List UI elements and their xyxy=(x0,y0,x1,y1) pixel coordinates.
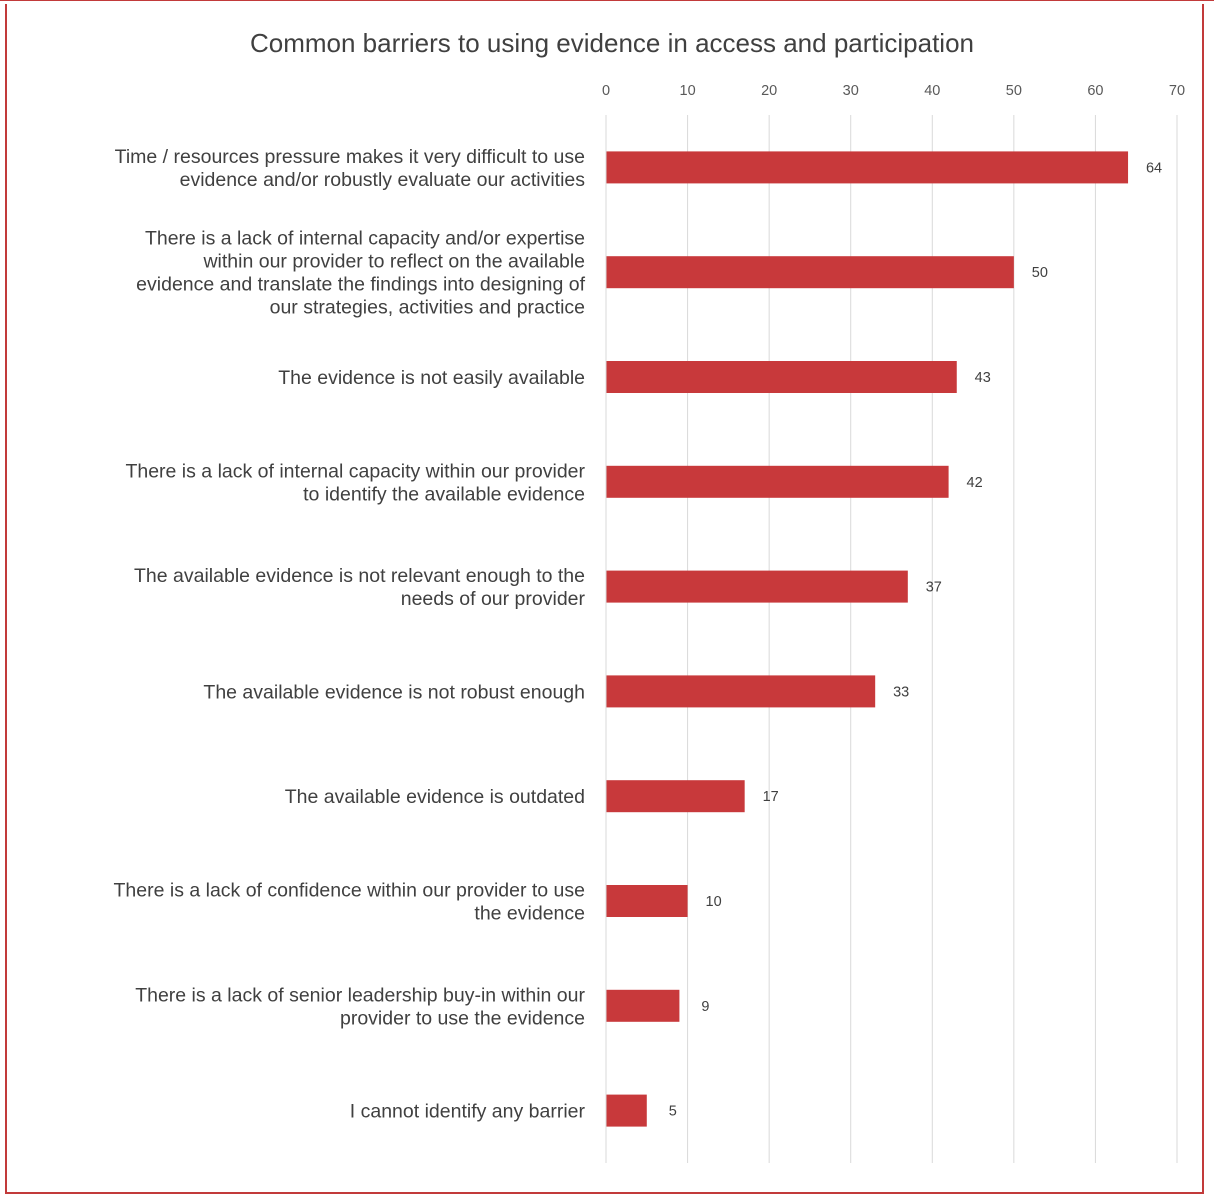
bar xyxy=(606,1094,647,1127)
data-label: 17 xyxy=(763,789,779,805)
data-label: 37 xyxy=(926,580,942,596)
x-tick-label: 60 xyxy=(1087,83,1103,99)
category-label: There is a lack of confidence within our… xyxy=(114,880,586,925)
bar xyxy=(606,885,688,917)
category-label: There is a lack of internal capacity wit… xyxy=(125,460,585,505)
x-tick-label: 70 xyxy=(1169,83,1185,99)
category-label: Time / resources pressure makes it very … xyxy=(115,146,586,191)
category-label: The available evidence is outdated xyxy=(285,786,585,808)
data-label: 33 xyxy=(893,684,909,700)
x-tick-label: 50 xyxy=(1006,83,1022,99)
data-label: 5 xyxy=(669,1104,677,1120)
bar xyxy=(606,780,745,813)
category-label: There is a lack of senior leadership buy… xyxy=(135,984,585,1029)
bar xyxy=(606,989,680,1022)
data-label: 42 xyxy=(967,475,983,491)
data-label: 10 xyxy=(706,894,722,910)
data-label: 50 xyxy=(1032,265,1048,281)
x-tick-label: 20 xyxy=(761,83,777,99)
x-tick-label: 0 xyxy=(602,83,610,99)
bar xyxy=(606,465,949,498)
x-tick-label: 40 xyxy=(924,83,940,99)
data-label: 43 xyxy=(975,370,991,386)
bar xyxy=(606,675,876,708)
bar xyxy=(606,361,957,393)
bar xyxy=(606,151,1129,184)
category-label: The available evidence is not relevant e… xyxy=(134,565,585,610)
category-label: I cannot identify any barrier xyxy=(350,1101,586,1123)
category-label: The available evidence is not robust eno… xyxy=(203,681,585,703)
chart-title: Common barriers to using evidence in acc… xyxy=(249,28,975,58)
x-tick-label: 10 xyxy=(680,83,696,99)
data-label: 64 xyxy=(1146,160,1162,176)
category-label: The evidence is not easily available xyxy=(278,367,585,389)
category-label: There is a lack of internal capacity and… xyxy=(136,228,585,319)
bar xyxy=(606,570,908,603)
figure-caption-strip xyxy=(0,0,1214,6)
chart-frame xyxy=(5,4,1204,1194)
data-label: 9 xyxy=(701,999,709,1015)
x-tick-label: 30 xyxy=(843,83,859,99)
bar xyxy=(606,256,1014,289)
